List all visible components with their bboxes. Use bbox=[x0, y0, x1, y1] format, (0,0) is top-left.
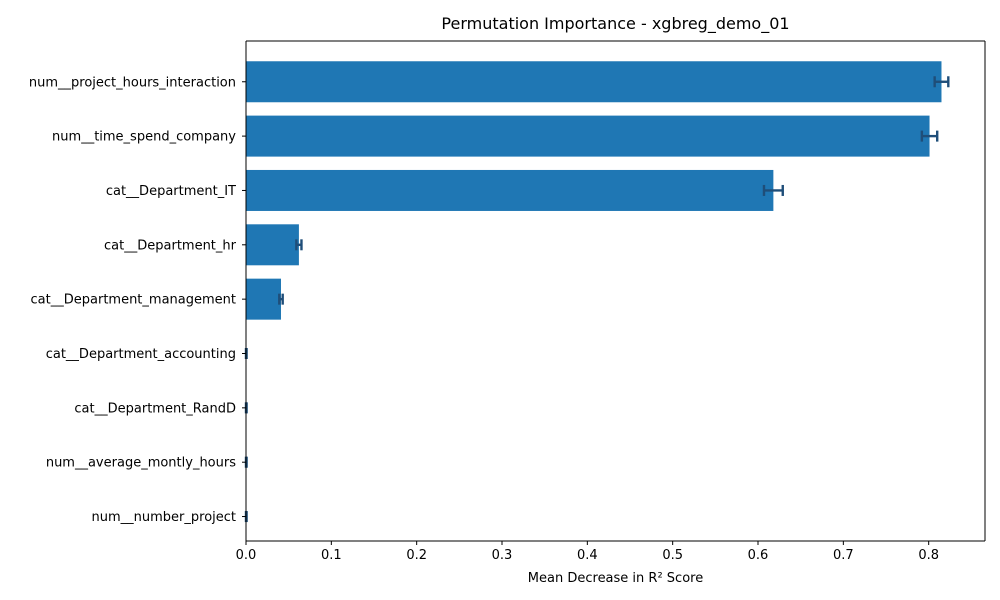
x-tick-label-4: 0.4 bbox=[577, 548, 598, 563]
x-tick-label-7: 0.7 bbox=[833, 548, 854, 563]
x-tick-label-2: 0.2 bbox=[406, 548, 427, 563]
bar-2 bbox=[246, 169, 774, 211]
ticks-layer: num__project_hours_interaction num__time_… bbox=[29, 75, 939, 563]
x-tick-label-8: 0.8 bbox=[918, 548, 939, 563]
chart-title: Permutation Importance - xgbreg_demo_01 bbox=[441, 14, 789, 34]
y-tick-label-1: num__time_spend_company bbox=[52, 130, 236, 145]
axes-layer bbox=[245, 40, 986, 542]
bar-3 bbox=[246, 224, 299, 266]
x-axis-label: Mean Decrease in R² Score bbox=[528, 571, 703, 586]
y-tick-label-4: cat__Department_management bbox=[31, 293, 236, 308]
bar-4 bbox=[246, 278, 281, 320]
y-tick-label-5: cat__Department_accounting bbox=[46, 347, 236, 362]
x-tick-label-5: 0.5 bbox=[662, 548, 683, 563]
y-tick-label-8: num__number_project bbox=[92, 510, 237, 525]
y-tick-label-7: num__average_montly_hours bbox=[46, 456, 236, 471]
bar-1 bbox=[246, 115, 930, 157]
x-tick-label-1: 0.1 bbox=[321, 548, 342, 563]
bars-layer bbox=[246, 61, 942, 320]
y-tick-label-2: cat__Department_IT bbox=[106, 184, 236, 199]
y-tick-label-0: num__project_hours_interaction bbox=[29, 75, 236, 90]
x-tick-label-6: 0.6 bbox=[748, 548, 769, 563]
bar-0 bbox=[246, 61, 942, 103]
y-tick-label-3: cat__Department_hr bbox=[104, 238, 237, 253]
x-tick-label-0: 0.0 bbox=[236, 548, 257, 563]
y-tick-label-6: cat__Department_RandD bbox=[74, 401, 236, 416]
x-tick-label-3: 0.3 bbox=[492, 548, 513, 563]
